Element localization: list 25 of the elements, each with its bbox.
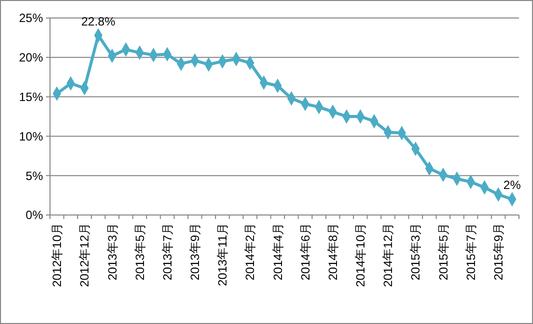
x-tick-label: 2015年9月 [492, 223, 506, 280]
x-tick-label: 2014年2月 [243, 223, 258, 280]
y-tick-label: 5% [26, 168, 44, 183]
x-tick-label: 2015年7月 [464, 223, 478, 280]
x-tick-label: 2014年12月 [381, 223, 396, 288]
x-tick-label: 2014年10月 [354, 223, 368, 288]
data-label: 22.8% [81, 14, 116, 28]
x-tick-label: 2012年12月 [78, 223, 92, 288]
x-tick-label: 2013年5月 [132, 223, 147, 280]
x-tick-label: 2013年3月 [105, 223, 120, 280]
x-tick-label: 2012年10月 [50, 223, 64, 288]
x-tick-label: 2013年7月 [160, 223, 174, 280]
x-tick-label: 2015年5月 [436, 223, 450, 280]
y-tick-label: 15% [18, 90, 44, 104]
y-tick-label: 0% [26, 208, 44, 222]
x-tick-label: 2014年8月 [326, 223, 340, 280]
x-tick-label: 2014年4月 [270, 223, 285, 280]
x-tick-label: 2013年11月 [216, 223, 230, 286]
x-tick-label: 2015年3月 [408, 223, 423, 280]
y-tick-label: 20% [18, 50, 44, 65]
data-label: 2% [503, 178, 522, 192]
x-tick-label: 2014年6月 [298, 223, 312, 280]
y-tick-label: 10% [18, 129, 44, 144]
y-tick-label: 25% [18, 11, 44, 26]
x-tick-label: 2013年9月 [188, 223, 202, 280]
